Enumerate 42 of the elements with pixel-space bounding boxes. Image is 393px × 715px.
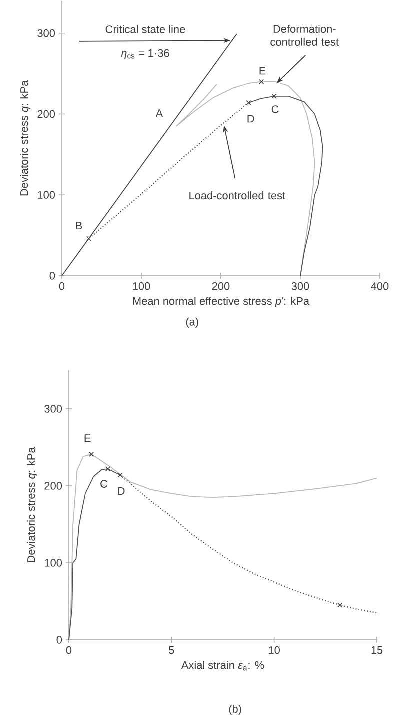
x-axis-title: Mean normal effective stress p′: kPa [133,297,310,308]
text: (b) [229,704,242,715]
annotation: Critical state line [106,25,186,34]
point [338,602,343,608]
y-tick-label: 200 [44,482,62,490]
y-tick-label: 100 [38,191,56,199]
x-tick-label: 5 [169,646,174,654]
x-tick-label: 0 [66,646,72,654]
point [272,94,277,99]
y-tick-label: 200 [38,110,56,118]
x-tick-label: 15 [372,646,383,654]
annotation: D [248,115,254,123]
y-tick-label: 0 [50,272,56,280]
y-tick-label: 300 [44,405,62,413]
x-tick-label: 200 [212,282,230,290]
x-tick-label: 100 [133,282,150,290]
point [118,472,123,478]
point [86,236,92,242]
y-axis-title: Deviatoric stress q: kPa [20,80,30,196]
annotation: C [100,480,108,488]
point [89,452,94,457]
annotation: D [118,487,125,495]
y-axis-title: Deviatoric stress q: kPa [27,447,38,562]
annotation: η$_{cs}$ = 1·36 [121,49,170,60]
point [106,466,111,472]
y-tick-label: 0 [56,636,62,644]
annotation: Load-controlled test [190,192,286,200]
annotation: E [260,67,266,75]
y-tick-label: 300 [38,29,56,38]
y-tick-label: 100 [45,559,62,567]
x-tick-label: 400 [371,282,389,290]
point [259,79,264,84]
annotation: B [76,222,82,230]
annotation: A [156,110,164,118]
x-tick-label: 300 [292,282,310,290]
x-axis-title: Axial strain ε$_{a}$: % [181,661,264,671]
text: (a) [186,318,198,328]
point [246,100,252,106]
annotation: C [272,106,279,114]
annotation: Deformation-controlled test [270,25,339,46]
annotation: E [84,434,91,442]
x-tick-label: 10 [269,646,280,654]
